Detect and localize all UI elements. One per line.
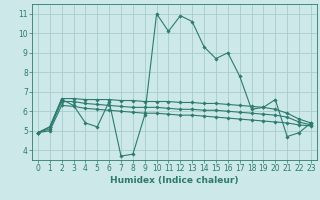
X-axis label: Humidex (Indice chaleur): Humidex (Indice chaleur) bbox=[110, 176, 239, 185]
